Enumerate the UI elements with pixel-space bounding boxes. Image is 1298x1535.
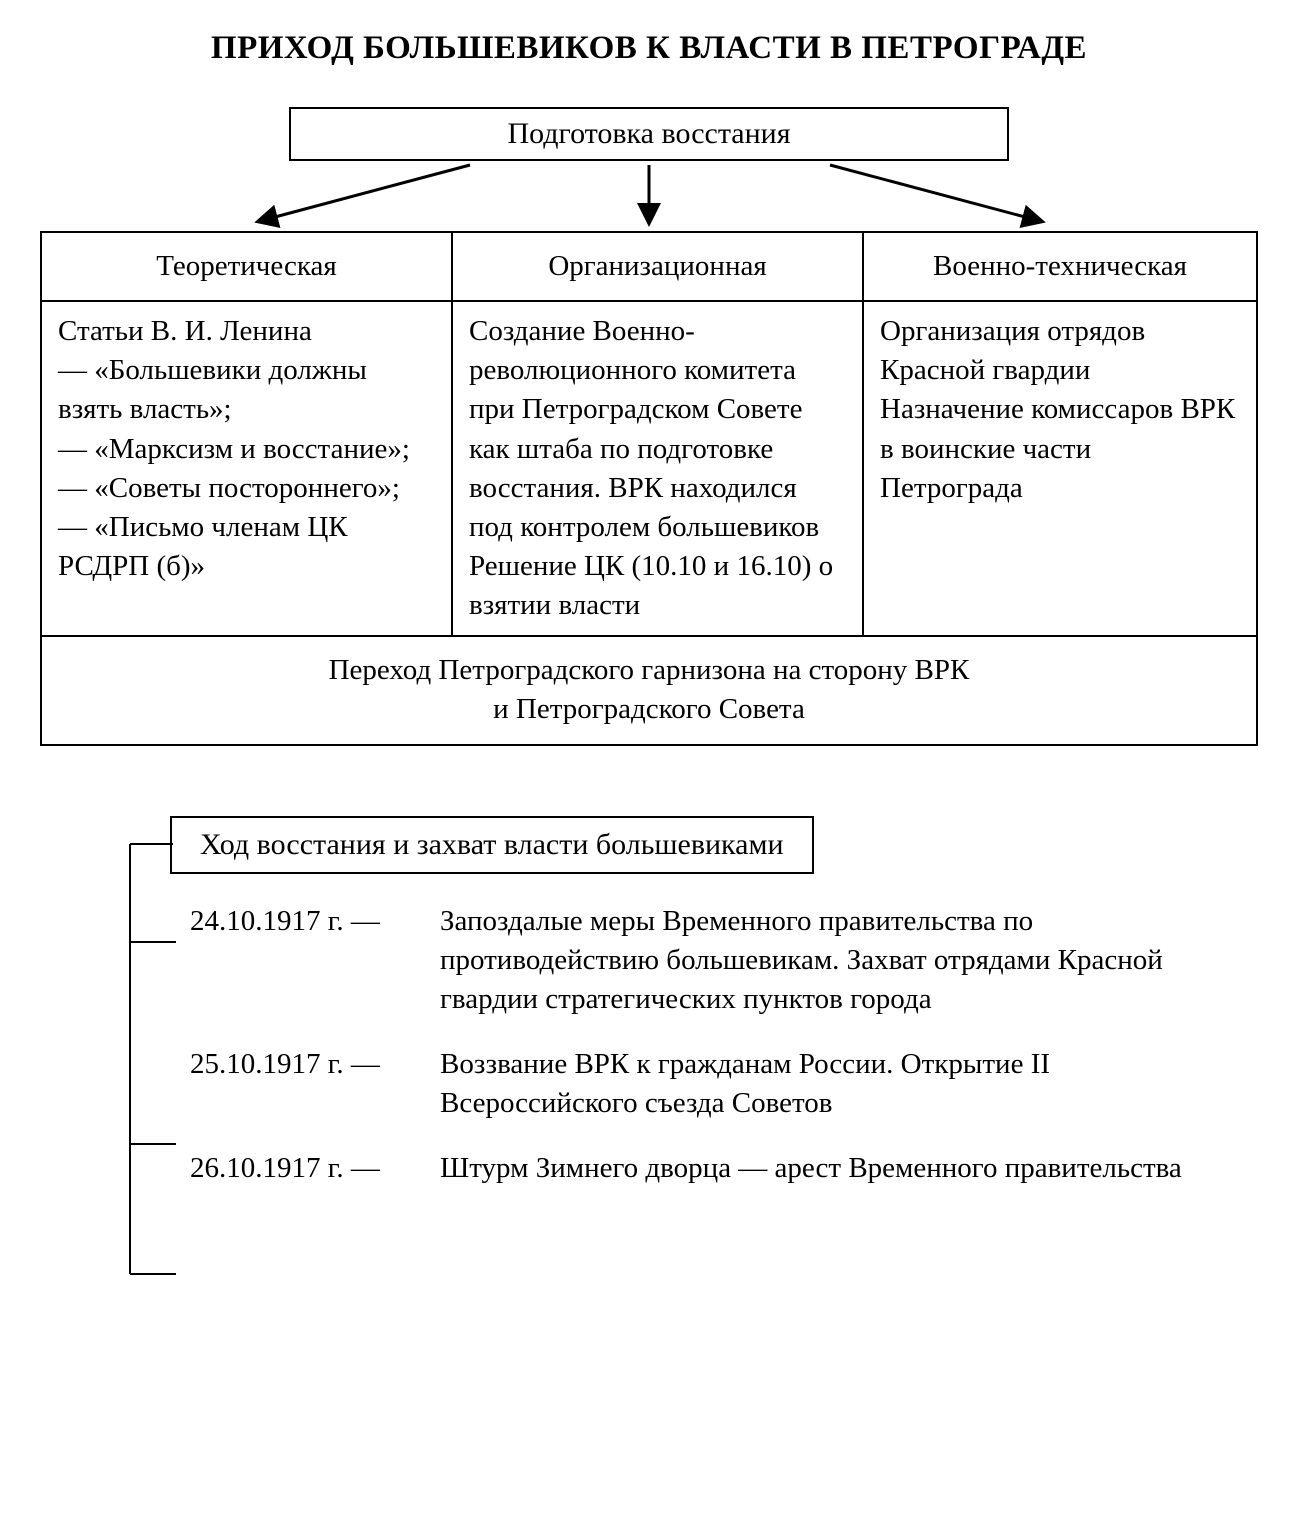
timeline-item: 26.10.1917 г. — Штурм Зимнего дворца — а… <box>130 1149 1258 1188</box>
col-body-theoretical: Статьи В. И. Ленина — «Большевики должны… <box>41 301 452 636</box>
course-section: Ход восстания и захват власти большевика… <box>40 816 1258 1189</box>
preparation-heading-box: Подготовка восстания <box>289 107 1009 161</box>
preparation-heading: Подготовка восстания <box>507 117 790 150</box>
arrow-right <box>830 165 1040 221</box>
arrows-svg <box>40 161 1258 231</box>
table-body-row: Статьи В. И. Ленина — «Большевики должны… <box>41 301 1257 636</box>
table-header-row: Теоретическая Организационная Военно-тех… <box>41 232 1257 301</box>
col-header-theoretical: Теоретическая <box>41 232 452 301</box>
arrows-zone <box>40 161 1258 231</box>
event-text: Воззвание ВРК к гражданам России. Открыт… <box>440 1045 1258 1123</box>
course-heading: Ход восстания и захват власти большевика… <box>200 828 784 861</box>
col-header-military: Военно-техническая <box>863 232 1257 301</box>
preparation-table: Теоретическая Организационная Военно-тех… <box>40 231 1258 746</box>
timeline-item: 24.10.1917 г. — Запоздалые меры Временно… <box>130 902 1258 1019</box>
event-text: Штурм Зимнего дворца — арест Временного … <box>440 1149 1258 1188</box>
table-footer-row: Переход Петроградского гарнизона на стор… <box>41 636 1257 744</box>
timeline: 24.10.1917 г. — Запоздалые меры Временно… <box>130 902 1258 1189</box>
page-title: ПРИХОД БОЛЬШЕВИКОВ К ВЛАСТИ В ПЕТРОГРАДЕ <box>40 30 1258 67</box>
col-header-organizational: Организационная <box>452 232 863 301</box>
course-heading-box: Ход восстания и захват власти большевика… <box>170 816 814 874</box>
event-text: Запоздалые меры Временного правительства… <box>440 902 1258 1019</box>
col-body-military: Организация отрядов Красной гвардии Назн… <box>863 301 1257 636</box>
bracket-svg <box>58 814 178 1334</box>
col-body-organizational: Создание Военно-революционного комитета … <box>452 301 863 636</box>
timeline-item: 25.10.1917 г. — Воззвание ВРК к граждана… <box>130 1045 1258 1123</box>
preparation-footer: Переход Петроградского гарнизона на стор… <box>41 636 1257 744</box>
arrow-left <box>260 165 470 221</box>
